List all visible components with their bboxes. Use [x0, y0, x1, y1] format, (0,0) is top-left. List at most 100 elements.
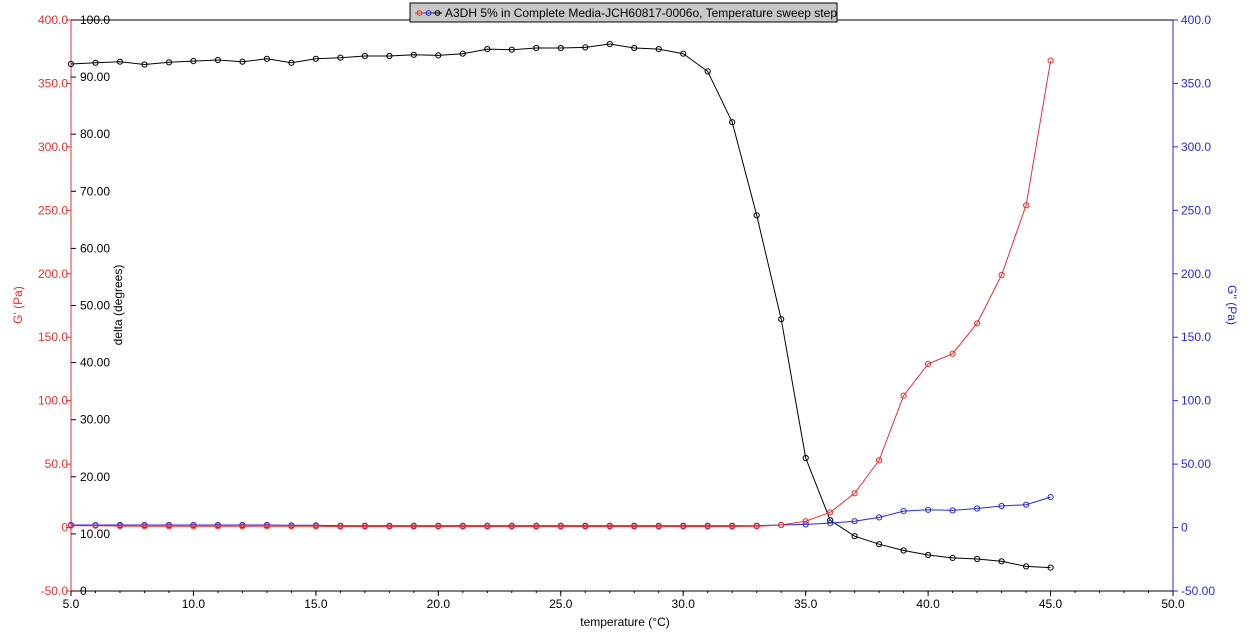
- x-tick-label: 50.0: [1161, 597, 1185, 611]
- g-prime-point: [631, 523, 638, 530]
- series-layer: [67, 40, 1054, 571]
- legend[interactable]: A3DH 5% in Complete Media-JCH60817-0006o…: [409, 2, 838, 23]
- delta-tick-label: 20.00: [80, 470, 110, 484]
- g-prime-point: [704, 523, 711, 530]
- g-double-prime-point: [949, 507, 956, 514]
- delta-point: [655, 46, 662, 53]
- delta-point: [386, 52, 393, 60]
- delta-point: [729, 119, 736, 126]
- g-prime-point: [386, 523, 393, 530]
- g-prime-point: [606, 523, 613, 530]
- delta-point: [582, 44, 589, 51]
- left-tick-label: 150.0: [38, 330, 68, 344]
- delta-tick-label: 60.00: [80, 241, 110, 255]
- left-tick-label: 250.0: [38, 203, 68, 217]
- g-double-prime-point: [876, 514, 883, 521]
- delta-point: [337, 54, 344, 61]
- delta-point: [851, 533, 858, 540]
- g-prime-axis-label: G' (Pa): [11, 286, 25, 324]
- right-tick-label: 50.00: [1181, 457, 1211, 471]
- delta-point: [263, 55, 270, 62]
- legend-text: A3DH 5% in Complete Media-JCH60817-0006o…: [445, 6, 837, 20]
- x-axis-label: temperature (°C): [580, 615, 670, 629]
- g-prime-point: [361, 523, 368, 530]
- g-prime-point: [949, 350, 956, 357]
- delta-point: [949, 554, 956, 562]
- delta-point: [190, 58, 197, 65]
- g-prime-point: [263, 523, 270, 530]
- x-tick-label: 10.0: [182, 597, 206, 611]
- g-prime-point: [1023, 202, 1030, 209]
- g-prime-point: [533, 523, 540, 530]
- delta-tick-label: 30.00: [80, 413, 110, 427]
- delta-tick-label: 40.00: [80, 356, 110, 370]
- delta-point: [974, 555, 981, 563]
- delta-point: [557, 44, 564, 52]
- left-tick-label: -50.0: [41, 584, 69, 598]
- g-prime-point: [802, 518, 809, 525]
- left-tick-label: 350.0: [38, 76, 68, 90]
- g-prime-point: [67, 522, 75, 529]
- g-double-prime-line: [71, 496, 1051, 527]
- delta-point: [67, 60, 75, 68]
- delta-point: [361, 52, 368, 60]
- g-prime-point: [337, 523, 344, 530]
- delta-point: [165, 59, 173, 66]
- g-double-prime-point: [827, 520, 834, 527]
- g-prime-point: [214, 523, 221, 530]
- g-prime-point: [900, 392, 907, 399]
- g-prime-point: [557, 523, 564, 530]
- right-tick-label: 250.0: [1181, 203, 1211, 217]
- g-double-prime-point: [1047, 494, 1054, 501]
- g-prime-point: [165, 523, 173, 530]
- left-tick-label: 50.0: [45, 457, 69, 471]
- g-double-prime-point: [974, 505, 981, 512]
- g-prime-point: [508, 523, 515, 530]
- delta-point: [116, 58, 124, 65]
- g-prime-point: [410, 523, 417, 530]
- g-double-prime-point: [802, 521, 809, 528]
- g-double-prime-point: [925, 506, 932, 513]
- g-prime-point: [484, 523, 491, 530]
- g-prime-point: [680, 523, 687, 530]
- delta-tick-label: 100.0: [80, 13, 110, 27]
- g-double-prime-point: [1023, 501, 1030, 508]
- g-prime-point: [974, 320, 981, 327]
- x-tick-label: 25.0: [549, 597, 573, 611]
- g-prime-point: [435, 523, 442, 530]
- g-prime-point: [190, 523, 197, 530]
- legend-markers: [415, 10, 442, 16]
- delta-point: [214, 56, 221, 64]
- g-prime-point: [1047, 57, 1054, 64]
- delta-axis-label: delta (degrees): [111, 265, 125, 346]
- legend-marker-g-double-prime: [425, 10, 432, 16]
- x-tick-label: 5.0: [63, 597, 80, 611]
- g-double-prime-point: [900, 508, 907, 515]
- right-tick-label: 300.0: [1181, 140, 1211, 154]
- g-prime-point: [239, 523, 246, 530]
- right-tick-label: 100.0: [1181, 394, 1211, 408]
- delta-point: [533, 44, 540, 52]
- delta-point: [998, 558, 1005, 565]
- x-tick-label: 40.0: [916, 597, 940, 611]
- g-prime-point: [582, 523, 589, 530]
- legend-marker-delta: [434, 10, 441, 16]
- g-double-prime-point: [998, 502, 1005, 510]
- delta-point: [288, 59, 295, 66]
- left-tick-label: 0: [61, 521, 68, 535]
- g-prime-point: [312, 523, 319, 530]
- delta-point: [239, 58, 246, 65]
- right-tick-label: 200.0: [1181, 267, 1211, 281]
- x-tick-label: 15.0: [304, 597, 328, 611]
- delta-point: [631, 44, 638, 52]
- left-tick-label: 300.0: [38, 140, 68, 154]
- right-tick-label: -50.00: [1181, 584, 1215, 598]
- right-tick-label: 0: [1181, 521, 1188, 535]
- delta-point: [778, 316, 785, 323]
- legend-marker-g-prime: [416, 10, 423, 16]
- delta-point: [1023, 563, 1030, 570]
- g-double-prime-point: [851, 518, 858, 525]
- left-tick-label: 200.0: [38, 267, 68, 281]
